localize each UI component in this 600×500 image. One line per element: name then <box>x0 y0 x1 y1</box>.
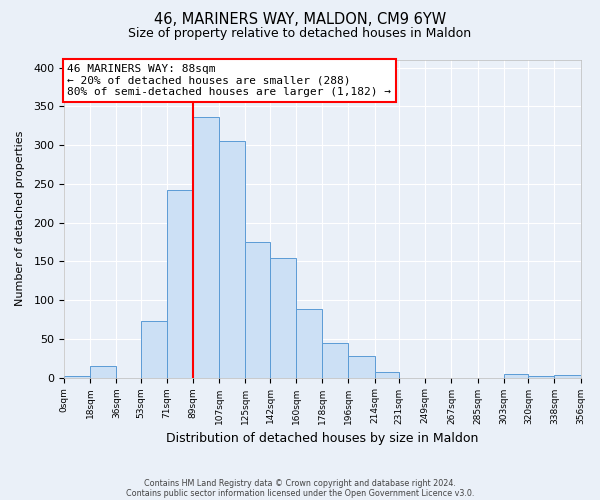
X-axis label: Distribution of detached houses by size in Maldon: Distribution of detached houses by size … <box>166 432 479 445</box>
Bar <box>349 356 374 378</box>
Bar <box>270 258 296 378</box>
Bar <box>245 242 270 378</box>
Bar <box>322 344 349 378</box>
Bar <box>503 374 528 378</box>
Bar <box>64 376 90 378</box>
Bar <box>528 376 554 378</box>
Text: Contains HM Land Registry data © Crown copyright and database right 2024.: Contains HM Land Registry data © Crown c… <box>144 478 456 488</box>
Bar <box>141 321 167 378</box>
Text: Contains public sector information licensed under the Open Government Licence v3: Contains public sector information licen… <box>126 488 474 498</box>
Text: 46 MARINERS WAY: 88sqm
← 20% of detached houses are smaller (288)
80% of semi-de: 46 MARINERS WAY: 88sqm ← 20% of detached… <box>67 64 391 97</box>
Y-axis label: Number of detached properties: Number of detached properties <box>15 131 25 306</box>
Text: Size of property relative to detached houses in Maldon: Size of property relative to detached ho… <box>128 28 472 40</box>
Bar <box>167 190 193 378</box>
Bar <box>193 118 220 378</box>
Text: 46, MARINERS WAY, MALDON, CM9 6YW: 46, MARINERS WAY, MALDON, CM9 6YW <box>154 12 446 28</box>
Bar <box>90 366 116 378</box>
Bar <box>220 140 245 378</box>
Bar <box>374 372 399 378</box>
Bar <box>554 375 581 378</box>
Bar <box>296 310 322 378</box>
